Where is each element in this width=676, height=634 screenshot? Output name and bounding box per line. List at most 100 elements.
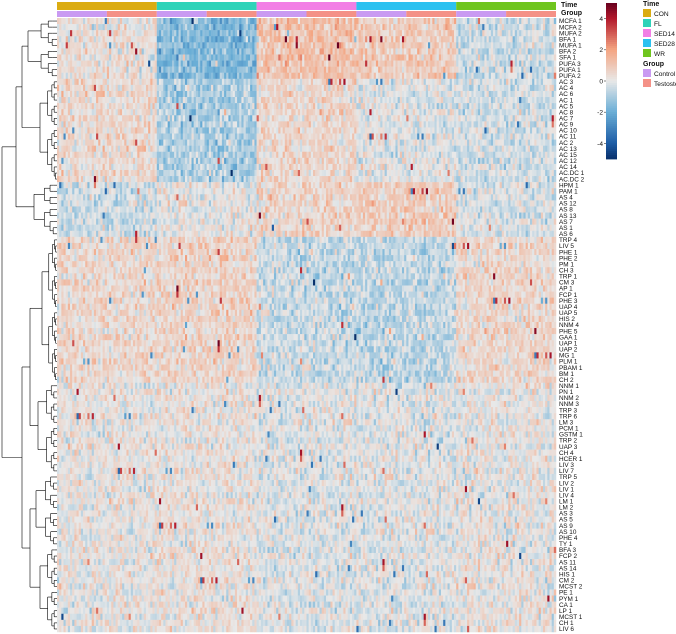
heatmap-cell — [336, 109, 340, 116]
heatmap-cell — [449, 121, 453, 128]
heatmap-cell — [321, 133, 325, 140]
heatmap-cell — [486, 121, 489, 128]
heatmap-cell — [115, 115, 118, 122]
heatmap-cell — [271, 115, 275, 122]
heatmap-cell — [432, 133, 435, 140]
heatmap-cell — [321, 72, 325, 80]
heatmap-cell — [271, 18, 275, 25]
heatmap-cell — [130, 133, 134, 140]
heatmap-cell — [315, 90, 318, 98]
heatmap-cell — [284, 103, 288, 110]
heatmap-cell — [221, 24, 225, 31]
heatmap-cell — [215, 84, 218, 92]
heatmap-cell — [289, 78, 292, 86]
heatmap-cell — [119, 97, 123, 104]
heatmap-cell — [339, 103, 342, 110]
heatmap-cell — [428, 109, 431, 116]
heatmap-cell — [551, 97, 555, 104]
heatmap-cell — [404, 133, 407, 140]
heatmap-cell — [356, 127, 359, 134]
heatmap-cell — [224, 127, 227, 134]
heatmap-cell — [510, 115, 513, 122]
heatmap-cell — [540, 18, 544, 25]
heatmap-cell — [289, 121, 292, 128]
heatmap-cell — [323, 90, 327, 98]
heatmap-cell — [345, 97, 348, 104]
heatmap-cell — [126, 54, 129, 61]
heatmap-cell — [174, 66, 177, 73]
heatmap-cell — [397, 72, 401, 80]
heatmap-cell — [165, 72, 168, 80]
heatmap-cell — [508, 18, 511, 25]
heatmap-cell — [347, 66, 351, 73]
heatmap-cell — [378, 78, 381, 86]
heatmap-cell — [358, 48, 361, 55]
heatmap-cell — [406, 18, 409, 25]
heatmap-cell — [367, 42, 370, 49]
heatmap-cell — [367, 133, 370, 140]
heatmap-cell — [423, 18, 427, 25]
heatmap-cell — [473, 78, 476, 86]
heatmap-cell — [516, 18, 520, 25]
heatmap-cell — [171, 115, 175, 122]
heatmap-cell — [241, 133, 244, 140]
heatmap-cell — [408, 103, 411, 110]
heatmap-cell — [393, 60, 396, 67]
heatmap-cell — [516, 30, 520, 37]
heatmap-cell — [98, 60, 101, 67]
heatmap-cell — [315, 109, 318, 116]
heatmap-cell — [547, 54, 550, 61]
heatmap-cell — [321, 24, 325, 31]
heatmap-cell — [96, 48, 99, 55]
heatmap-cell — [206, 48, 210, 55]
heatmap-cell — [484, 60, 487, 67]
heatmap-cell — [213, 90, 216, 98]
heatmap-cell — [462, 36, 466, 43]
heatmap-cell — [185, 127, 188, 134]
heatmap-cell — [345, 66, 348, 73]
heatmap-cell — [384, 97, 388, 104]
heatmap-cell — [63, 42, 66, 49]
heatmap-cell — [306, 97, 309, 104]
heatmap-cell — [100, 66, 103, 73]
heatmap-cell — [386, 36, 390, 43]
heatmap-cell — [490, 133, 494, 140]
heatmap-cell — [501, 66, 505, 73]
heatmap-cell — [191, 60, 194, 67]
heatmap-cell — [519, 103, 522, 110]
heatmap-cell — [375, 66, 379, 73]
heatmap-cell — [419, 133, 422, 140]
heatmap-cell — [460, 115, 463, 122]
heatmap-cell — [224, 97, 227, 104]
heatmap-cell — [221, 66, 225, 73]
heatmap-cell — [336, 103, 340, 110]
heatmap-cell — [128, 115, 132, 122]
heatmap-cell — [527, 18, 531, 25]
heatmap-cell — [310, 36, 314, 43]
heatmap-cell — [349, 133, 353, 140]
heatmap-cell — [464, 121, 468, 128]
heatmap-cell — [297, 109, 301, 116]
heatmap-cell — [495, 103, 498, 110]
heatmap-cell — [547, 90, 550, 98]
heatmap-cell — [304, 18, 307, 25]
heatmap-cell — [284, 24, 288, 31]
heatmap-cell — [291, 54, 294, 61]
heatmap-cell — [204, 66, 207, 73]
heatmap-cell — [250, 127, 253, 134]
heatmap-cell — [252, 121, 255, 128]
heatmap-cell — [291, 133, 294, 140]
heatmap-cell — [484, 66, 487, 73]
heatmap-cell — [412, 84, 416, 92]
heatmap-cell — [391, 48, 394, 55]
heatmap-cell — [76, 109, 79, 116]
heatmap-cell — [247, 60, 251, 67]
heatmap-cell — [85, 36, 88, 43]
heatmap-cell — [488, 103, 492, 110]
heatmap-cell — [239, 103, 242, 110]
heatmap-cell — [76, 18, 79, 25]
heatmap-cell — [106, 97, 110, 104]
heatmap-cell — [373, 78, 377, 86]
heatmap-cell — [349, 18, 353, 25]
heatmap-cell — [241, 127, 244, 134]
